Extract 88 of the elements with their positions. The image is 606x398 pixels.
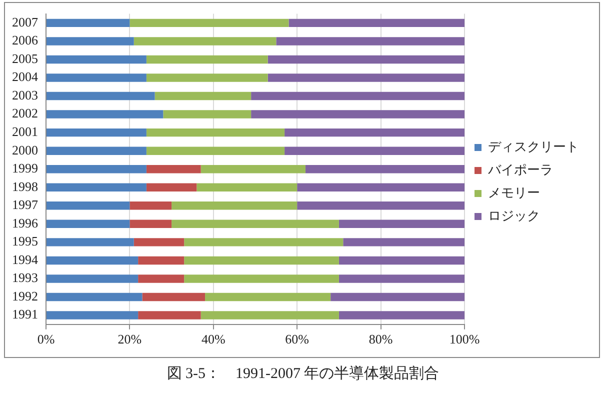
bar — [46, 146, 146, 155]
y-tick-label: 1998 — [12, 178, 38, 194]
bar — [46, 311, 138, 320]
y-tick-label: 2005 — [12, 50, 38, 66]
bar — [184, 238, 344, 246]
y-tick-label: 1992 — [12, 288, 38, 304]
bar — [200, 164, 306, 174]
y-tick-label: 2006 — [12, 32, 38, 48]
y-tick-label: 2002 — [12, 106, 38, 121]
bar — [46, 110, 164, 118]
bar — [268, 55, 464, 64]
bar — [276, 37, 464, 46]
bar — [338, 256, 464, 265]
bar — [142, 292, 206, 302]
bar — [163, 110, 252, 118]
x-tick-label: 60% — [285, 332, 310, 347]
x-tick-label: 40% — [201, 332, 226, 347]
bar — [138, 311, 201, 320]
y-tick-label: 2007 — [12, 14, 38, 30]
bar — [338, 274, 464, 283]
bar — [46, 238, 134, 246]
bar — [288, 18, 464, 28]
legend-label: バイポーラ — [487, 162, 553, 177]
bar — [46, 18, 130, 28]
bar — [46, 202, 130, 210]
bar — [154, 92, 252, 100]
bar — [172, 220, 339, 228]
bar — [46, 92, 155, 100]
y-tick-label: 1997 — [12, 197, 38, 212]
y-tick-label: 2001 — [12, 124, 38, 139]
bar — [130, 202, 172, 210]
bar — [46, 220, 130, 228]
bar — [46, 292, 142, 302]
x-tick-label: 80% — [368, 332, 393, 347]
x-tick-label: 100% — [449, 332, 480, 347]
bar — [138, 274, 184, 283]
x-tick-label: 0% — [37, 332, 55, 347]
bar — [138, 256, 184, 265]
bar — [284, 128, 464, 137]
bar — [338, 220, 464, 228]
bar — [46, 164, 146, 174]
bar — [146, 146, 285, 155]
bar — [338, 311, 464, 320]
bar — [46, 274, 138, 283]
bar — [146, 183, 197, 192]
bar — [184, 256, 339, 265]
bar — [46, 74, 146, 82]
legend-label: ロジック — [488, 208, 540, 223]
y-tick-label: 1991 — [12, 306, 38, 322]
x-tick-label: 20% — [118, 332, 142, 347]
bar — [268, 74, 464, 82]
y-tick-label: 1995 — [12, 234, 38, 249]
bar — [146, 128, 285, 137]
bar — [134, 37, 276, 46]
bar — [134, 238, 184, 246]
bar — [330, 292, 464, 302]
bar — [251, 110, 464, 118]
bar — [46, 183, 146, 192]
y-tick-label: 1994 — [12, 252, 38, 267]
legend-label: ディスクリート — [488, 138, 579, 154]
bar — [46, 128, 146, 137]
bar — [205, 292, 331, 302]
bar — [184, 274, 339, 283]
bar — [297, 202, 464, 210]
bar — [251, 92, 464, 100]
bar — [297, 183, 464, 192]
y-tick-label: 2000 — [12, 142, 38, 158]
bar — [130, 220, 172, 228]
bar — [284, 146, 464, 155]
y-tick-label: 1999 — [12, 160, 38, 176]
y-tick-label: 2003 — [12, 87, 38, 102]
y-tick-label: 1996 — [12, 215, 38, 230]
bar — [343, 238, 464, 246]
y-tick-label: 2004 — [12, 69, 38, 84]
bar — [196, 183, 298, 192]
bar — [172, 202, 298, 210]
y-tick-label: 1993 — [12, 270, 38, 286]
bar — [305, 164, 464, 174]
text: 図 3-5： 1991-2007 年の半導体製品割合 — [166, 364, 440, 383]
bar — [46, 55, 146, 64]
bar — [130, 18, 289, 28]
legend-label: メモリー — [488, 184, 540, 200]
bar — [200, 311, 339, 320]
bar — [46, 256, 138, 265]
bar — [146, 55, 268, 64]
bar — [46, 37, 134, 46]
bar — [146, 164, 201, 174]
bar — [146, 74, 268, 82]
